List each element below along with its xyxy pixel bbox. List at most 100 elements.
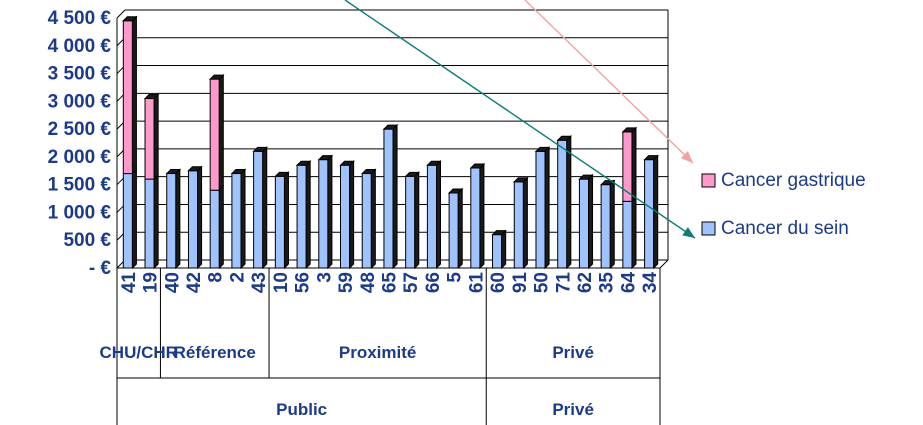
bar-side (131, 15, 137, 175)
x-tick-label: 91 (510, 272, 531, 294)
x-tick-label: 60 (488, 272, 509, 293)
bar-top (491, 230, 507, 236)
bar-cancer-du-sein (448, 192, 459, 269)
bar-top (404, 171, 420, 177)
bar-cancer-du-sein (253, 150, 264, 269)
x-tick-label: 50 (532, 272, 553, 293)
bar-side (522, 176, 528, 270)
x-tick-label: 2 (227, 272, 248, 283)
bar-side (153, 93, 159, 181)
x-tick-label: 71 (553, 272, 574, 294)
bar-side (197, 165, 203, 270)
x-tick-label: 10 (271, 272, 292, 293)
bar-top (426, 160, 442, 166)
annotation-arrows (344, 0, 696, 239)
bar-side (349, 160, 355, 270)
bar-cancer-du-sein (144, 178, 155, 269)
y-tick-label: 4 500 € (48, 8, 112, 29)
bar-top (274, 171, 290, 177)
bar-side (218, 185, 224, 270)
bar-cancer-du-sein (600, 184, 611, 269)
bar-top (208, 74, 225, 80)
bar-top (578, 174, 594, 180)
y-tick-label: - € (89, 258, 112, 279)
x-tick-label: 3 (314, 272, 335, 283)
x-tick-label: 56 (293, 272, 314, 293)
bar-cancer-du-sein (644, 159, 655, 269)
bar-cancer-du-sein (492, 234, 503, 269)
bar-side (392, 123, 398, 270)
x-axis-tick-labels: 41 19 40 42 8 2 43 10 56 3 59 48 65 57 66 5 61 60 91 50 71 62… (119, 272, 661, 294)
y-tick-label: 1 500 € (48, 175, 112, 196)
bar-cancer-du-sein (209, 189, 220, 269)
bar-side (131, 168, 137, 270)
bar-cancer-du-sein (405, 175, 416, 269)
x-tick-label: 5 (445, 272, 466, 283)
legend-swatch-cancer-du-sein (701, 221, 716, 236)
bar-side (457, 187, 463, 270)
bar-side (609, 179, 615, 270)
x-tick-label: 42 (184, 272, 205, 293)
group-label-level1: Proximité (339, 343, 416, 362)
x-tick-label: 59 (336, 272, 357, 293)
group-label-level2: Public (276, 400, 327, 419)
bar-top (643, 155, 659, 161)
bar-cancer-gastrique (122, 20, 133, 175)
bar-top (165, 169, 182, 175)
bar-cancer-du-sein (231, 173, 242, 269)
bar-top (339, 160, 355, 166)
bar-top (382, 124, 399, 130)
y-tick-label: 1 000 € (48, 202, 112, 223)
group-label-level1: CHU/CHR (100, 343, 178, 362)
legend-label: Cancer gastrique (721, 170, 866, 191)
bar-top (556, 135, 573, 141)
x-tick-label: 64 (618, 272, 639, 294)
bar-cancer-gastrique (209, 78, 220, 191)
bar-cancer-du-sein (622, 200, 633, 269)
legend-label: Cancer du sein (721, 218, 849, 239)
legend: Cancer gastrique Cancer du sein (701, 170, 866, 239)
bar-top (143, 94, 160, 100)
x-tick-label: 8 (206, 272, 227, 283)
x-tick-label: 19 (141, 272, 162, 293)
bar-side (566, 135, 572, 270)
bar-side (631, 196, 637, 270)
bar-top (469, 163, 486, 169)
bar-side (370, 168, 376, 270)
arrow-to-cancer-du-sein (344, 0, 696, 239)
bar-top (187, 166, 203, 172)
y-tick-label: 4 000 € (48, 36, 112, 57)
x-tick-label: 34 (640, 272, 661, 294)
bar-cancer-du-sein (318, 159, 329, 269)
y-tick-label: 3 500 € (48, 64, 112, 85)
bar-top (230, 169, 247, 175)
group-label-level2: Privé (552, 400, 594, 419)
x-tick-label: 35 (597, 272, 618, 294)
bar-side (479, 162, 485, 270)
bar-cancer-du-sein (426, 164, 438, 269)
bar-top (447, 188, 464, 194)
bar-cancer-du-sein (296, 164, 307, 269)
bar-side (327, 154, 333, 270)
bar-top (317, 155, 334, 161)
x-tick-label: 48 (358, 272, 379, 293)
bars (122, 15, 659, 270)
bar-cancer-du-sein (166, 173, 177, 269)
bar-side (240, 168, 246, 270)
bar-cancer-du-sein (470, 167, 481, 269)
bar-cancer-du-sein (122, 173, 133, 269)
bar-side (305, 160, 311, 270)
grid-depth-line (116, 9, 126, 19)
x-tick-label: 57 (401, 272, 422, 293)
bar-side (175, 168, 181, 270)
bar-cancer-du-sein (383, 128, 394, 269)
group-label-level1: Référence (174, 343, 256, 362)
bar-cancer-du-sein (513, 181, 524, 269)
bar-top (621, 127, 638, 133)
bar-cancer-du-sein (578, 178, 590, 269)
bar-top (534, 146, 551, 152)
arrow-to-cancer-gastrique-head (680, 151, 693, 163)
bar-side (544, 146, 550, 270)
bar-cancer-du-sein (535, 150, 546, 269)
